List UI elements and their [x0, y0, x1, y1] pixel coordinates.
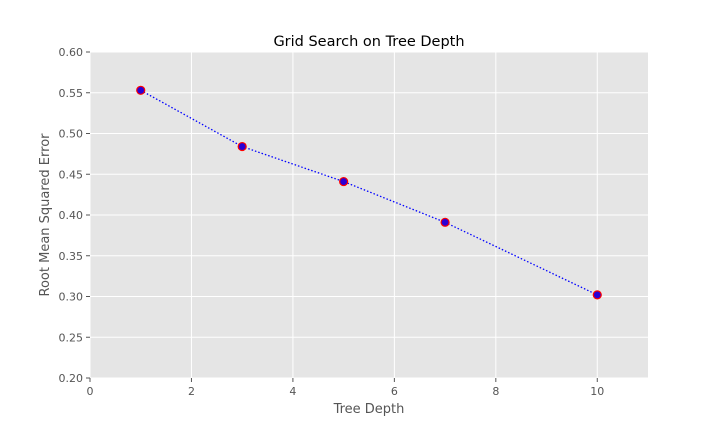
data-point: [136, 85, 146, 95]
data-point: [592, 290, 602, 300]
y-tick-label: 0.40: [59, 209, 84, 222]
data-point: [339, 176, 349, 187]
x-tick-label: 4: [289, 385, 296, 398]
y-tick-label: 0.55: [59, 87, 84, 100]
chart-title: Grid Search on Tree Depth: [273, 34, 464, 50]
data-point: [440, 217, 450, 227]
y-tick-label: 0.45: [59, 168, 84, 181]
data-point: [237, 141, 247, 152]
x-tick-label: 0: [87, 385, 94, 398]
x-tick-label: 6: [391, 385, 398, 398]
y-tick-label: 0.30: [59, 291, 84, 304]
x-tick-label: 10: [590, 385, 604, 398]
x-tick-label: 2: [188, 385, 195, 398]
grid-y: [90, 51, 648, 379]
x-tick-label: 8: [492, 385, 499, 398]
series: [136, 85, 602, 300]
y-tick-label: 0.25: [59, 331, 84, 344]
x-axis-label: Tree Depth: [333, 402, 405, 417]
y-tick-label: 0.35: [59, 250, 84, 263]
y-axis-label: Root Mean Squared Error: [38, 133, 53, 297]
y-tick-label: 0.50: [59, 128, 84, 141]
y-tick-label: 0.60: [59, 46, 84, 59]
ticks: 0 2 4 6 8 10 0.20 0.25 0.30 0.35 0.40 0.45 0.50 0.55 0…: [59, 46, 605, 398]
y-tick-label: 0.20: [59, 372, 84, 385]
series-line: [140, 89, 598, 296]
